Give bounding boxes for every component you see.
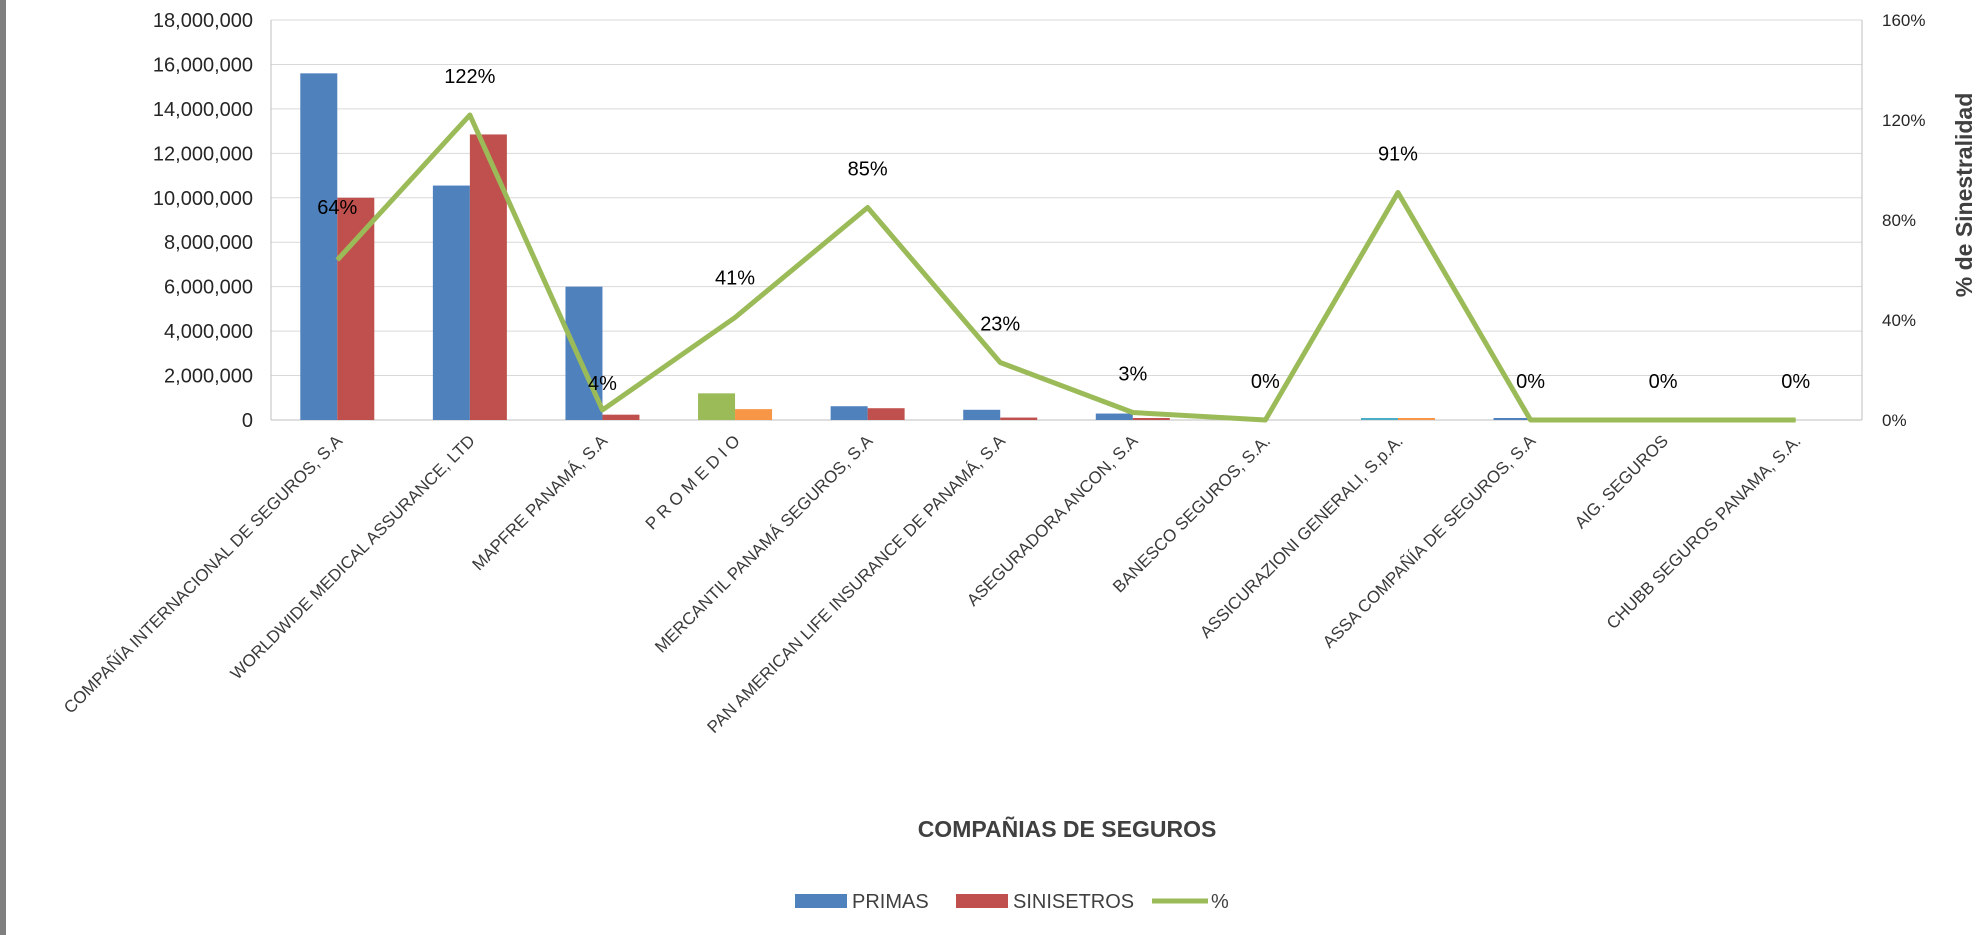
x-axis-title: COMPAÑIAS DE SEGUROS xyxy=(918,815,1217,842)
legend-label-siniestros: SINISETROS xyxy=(1013,891,1134,913)
bar-siniestros xyxy=(1132,418,1170,420)
x-tick-label: ASSA COMPAÑÍA DE SEGUROS, S.A xyxy=(1319,431,1540,652)
y-tick-label: 6,000,000 xyxy=(164,277,253,299)
y-tick-label: 18,000,000 xyxy=(153,10,253,32)
percent-data-label: 85% xyxy=(848,159,888,181)
bar-primas xyxy=(1095,413,1133,420)
x-axis: COMPAÑÍA INTERNACIONAL DE SEGUROS, S.AWO… xyxy=(60,431,1804,737)
y2-tick-label: 160% xyxy=(1882,11,1925,30)
legend-label-percent: % xyxy=(1211,891,1229,913)
y-tick-label: 0 xyxy=(242,410,253,432)
percent-data-label: 91% xyxy=(1378,144,1418,166)
y-tick-label: 8,000,000 xyxy=(164,232,253,254)
bar-siniestros xyxy=(1397,418,1435,420)
percent-data-label: 64% xyxy=(317,197,357,219)
bar-primas xyxy=(830,406,868,420)
bar-primas xyxy=(432,185,470,420)
bar-siniestros xyxy=(337,197,375,420)
x-tick-label: MERCANTIL PANAMÁ SEGUROS, S.A xyxy=(651,431,877,657)
bar-siniestros xyxy=(469,134,507,420)
y-axis-right: 0% 40% 80% 120% 160% xyxy=(1882,11,1925,430)
bar-siniestros xyxy=(735,409,773,420)
bar-siniestros xyxy=(602,414,640,420)
x-tick-label: BANESCO SEGUROS, S.A. xyxy=(1109,431,1274,596)
percent-series-line xyxy=(335,112,1796,423)
legend-swatch-siniestros xyxy=(956,894,1008,908)
x-tick-label: MAPFRE PANAMÁ, S.A xyxy=(468,431,611,574)
percent-data-label: 0% xyxy=(1516,371,1545,393)
bar-siniestros xyxy=(1000,417,1038,420)
y2-tick-label: 40% xyxy=(1882,311,1916,330)
bar-primas xyxy=(300,73,338,420)
y2-tick-label: 120% xyxy=(1882,111,1925,130)
y-tick-label: 10,000,000 xyxy=(153,188,253,210)
y-tick-label: 4,000,000 xyxy=(164,321,253,343)
bar-primas xyxy=(963,409,1001,420)
percent-data-label: 0% xyxy=(1781,371,1810,393)
percent-data-label: 23% xyxy=(980,314,1020,336)
percent-line xyxy=(335,112,1796,423)
bar-primas xyxy=(1493,418,1531,420)
x-tick-label: PAN AMERICAN LIFE INSURANCE DE PANAMÁ, S… xyxy=(703,431,1009,737)
y-tick-label: 2,000,000 xyxy=(164,366,253,388)
y2-tick-label: 80% xyxy=(1882,211,1916,230)
y2-axis-title: % de Sinestralidad xyxy=(1951,93,1977,298)
y-axis-left: 0 2,000,000 4,000,000 6,000,000 8,000,000 10,… xyxy=(153,10,253,432)
bars xyxy=(300,73,1531,420)
x-tick-label: COMPAÑÍA INTERNACIONAL DE SEGUROS, S.A xyxy=(60,431,346,717)
percent-data-label: 0% xyxy=(1649,371,1678,393)
x-tick-label: AIG. SEGUROS xyxy=(1571,431,1672,532)
y2-tick-label: 0% xyxy=(1882,411,1907,430)
x-tick-label: WORLDWIDE MEDICAL ASSURANCE, LTD xyxy=(227,431,479,683)
bar-primas xyxy=(1360,418,1398,420)
bar-siniestros xyxy=(867,408,905,420)
x-tick-label: P R O M E D I O xyxy=(642,431,744,533)
gridlines xyxy=(270,19,1863,421)
y-tick-label: 12,000,000 xyxy=(153,143,253,165)
legend-swatch-primas xyxy=(795,894,847,908)
left-border xyxy=(0,0,6,935)
y-tick-label: 14,000,000 xyxy=(153,99,253,121)
percent-data-label: 122% xyxy=(444,66,495,88)
percent-data-label: 4% xyxy=(588,373,617,395)
legend-label-primas: PRIMAS xyxy=(852,891,929,913)
y-tick-label: 16,000,000 xyxy=(153,54,253,76)
bar-primas xyxy=(698,393,736,420)
legend: PRIMAS SINISETROS % xyxy=(795,891,1229,913)
percent-data-label: 3% xyxy=(1118,364,1147,386)
data-labels: 64% 122% 4% 41% 85% 23% 3% 0% 91% 0% 0% 0% xyxy=(317,66,1810,395)
percent-data-label: 41% xyxy=(715,268,755,290)
percent-data-label: 0% xyxy=(1251,371,1280,393)
